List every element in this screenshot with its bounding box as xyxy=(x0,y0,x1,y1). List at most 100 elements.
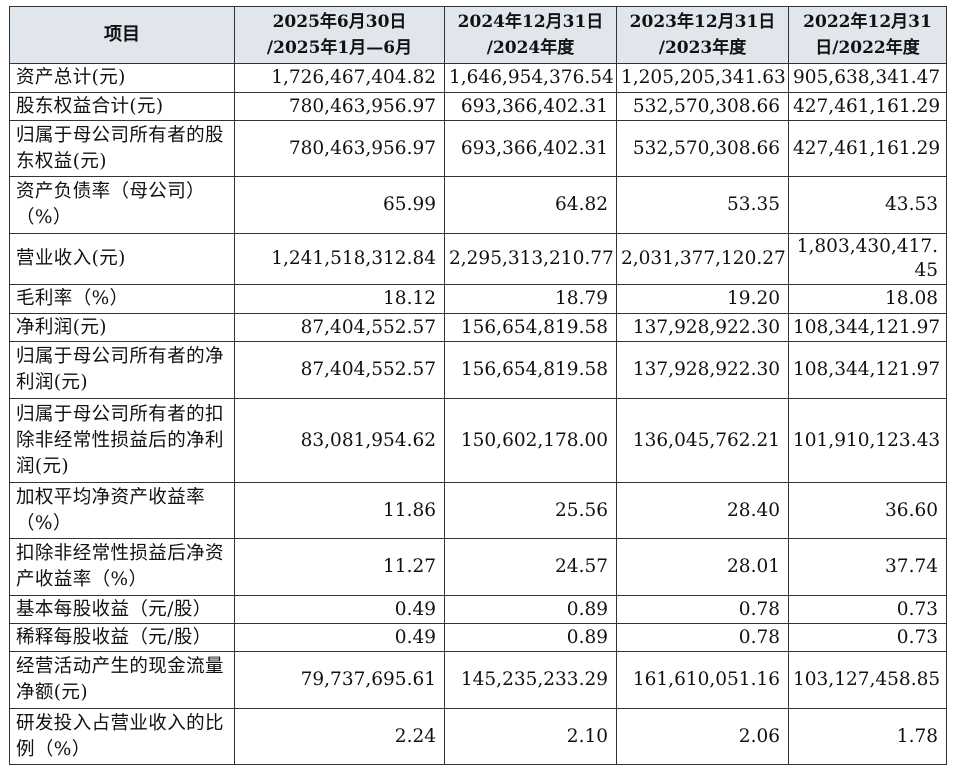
table-body: 资产总计(元) 1,726,467,404.82 1,646,954,376.5… xyxy=(9,63,947,765)
cell-value: 53.35 xyxy=(616,176,789,234)
cell-value: 0.49 xyxy=(234,623,445,652)
header-period-2025h1: 2025年6月30日 /2025年1月—6月 xyxy=(234,6,445,64)
cell-value: 43.53 xyxy=(788,176,947,234)
cell-value: 532,570,308.66 xyxy=(616,120,789,177)
row-label: 净利润(元) xyxy=(9,313,235,342)
header-period-2022: 2022年12月31 日/2022年度 xyxy=(788,6,947,64)
table-row: 归属于母公司所有者的净利润(元) 87,404,552.57 156,654,8… xyxy=(9,341,947,399)
row-label: 基本每股收益（元/股） xyxy=(9,595,235,624)
table-row: 营业收入(元) 1,241,518,312.84 2,295,313,210.7… xyxy=(9,233,947,285)
cell-value: 28.01 xyxy=(616,538,789,596)
row-label: 归属于母公司所有者的净利润(元) xyxy=(9,341,235,399)
row-label: 扣除非经常性损益后净资产收益率（%） xyxy=(9,538,235,596)
table-row: 扣除非经常性损益后净资产收益率（%） 11.27 24.57 28.01 37.… xyxy=(9,538,947,596)
header-line-1: 2022年12月31 xyxy=(803,12,932,32)
cell-value: 2,295,313,210.77 xyxy=(444,233,617,285)
table-row: 资产总计(元) 1,726,467,404.82 1,646,954,376.5… xyxy=(9,63,947,93)
cell-value: 2.10 xyxy=(444,708,617,765)
cell-value: 1,646,954,376.54 xyxy=(444,63,617,93)
cell-value: 1,726,467,404.82 xyxy=(234,63,445,93)
cell-value: 0.73 xyxy=(788,595,947,624)
cell-value: 905,638,341.47 xyxy=(788,63,947,93)
cell-value: 19.20 xyxy=(616,284,789,314)
table-row: 加权平均净资产收益率（%） 11.86 25.56 28.40 36.60 xyxy=(9,482,947,539)
table-row: 研发投入占营业收入的比例（%） 2.24 2.10 2.06 1.78 xyxy=(9,708,947,765)
cell-value: 108,344,121.97 xyxy=(788,313,947,342)
row-label: 毛利率（%） xyxy=(9,284,235,314)
cell-value: 780,463,956.97 xyxy=(234,92,445,121)
cell-value: 0.89 xyxy=(444,595,617,624)
cell-value: 25.56 xyxy=(444,482,617,539)
cell-value: 36.60 xyxy=(788,482,947,539)
table-row: 资产负债率（母公司）（%） 65.99 64.82 53.35 43.53 xyxy=(9,176,947,234)
cell-value: 427,461,161.29 xyxy=(788,92,947,121)
cell-value: 18.79 xyxy=(444,284,617,314)
cell-value: 37.74 xyxy=(788,538,947,596)
cell-value: 11.27 xyxy=(234,538,445,596)
header-line-2: /2024年度 xyxy=(486,38,575,58)
row-label: 稀释每股收益（元/股） xyxy=(9,623,235,652)
financial-data-table: 项目 2025年6月30日 /2025年1月—6月 2024年12月31日 /2… xyxy=(9,6,947,765)
row-label: 经营活动产生的现金流量净额(元) xyxy=(9,651,235,709)
table-row: 股东权益合计(元) 780,463,956.97 693,366,402.31 … xyxy=(9,92,947,121)
cell-value: 1,241,518,312.84 xyxy=(234,233,445,285)
cell-value: 693,366,402.31 xyxy=(444,120,617,177)
row-label: 加权平均净资产收益率（%） xyxy=(9,482,235,539)
cell-value: 18.08 xyxy=(788,284,947,314)
cell-value: 83,081,954.62 xyxy=(234,398,445,483)
cell-value: 24.57 xyxy=(444,538,617,596)
header-line-1: 2023年12月31日 xyxy=(629,12,776,32)
cell-value: 150,602,178.00 xyxy=(444,398,617,483)
cell-value: 11.86 xyxy=(234,482,445,539)
cell-value: 64.82 xyxy=(444,176,617,234)
cell-value: 0.49 xyxy=(234,595,445,624)
cell-value: 156,654,819.58 xyxy=(444,341,617,399)
table-row: 经营活动产生的现金流量净额(元) 79,737,695.61 145,235,2… xyxy=(9,651,947,709)
cell-value: 79,737,695.61 xyxy=(234,651,445,709)
cell-value: 108,344,121.97 xyxy=(788,341,947,399)
cell-value: 137,928,922.30 xyxy=(616,341,789,399)
cell-value: 1,803,430,417.45 xyxy=(788,233,947,285)
cell-value: 2.24 xyxy=(234,708,445,765)
row-label: 资产负债率（母公司）（%） xyxy=(9,176,235,234)
cell-value: 156,654,819.58 xyxy=(444,313,617,342)
cell-value: 693,366,402.31 xyxy=(444,92,617,121)
cell-value: 136,045,762.21 xyxy=(616,398,789,483)
header-line-1: 2025年6月30日 xyxy=(272,12,407,32)
cell-value: 137,928,922.30 xyxy=(616,313,789,342)
row-label: 研发投入占营业收入的比例（%） xyxy=(9,708,235,765)
cell-value: 18.12 xyxy=(234,284,445,314)
cell-value: 1.78 xyxy=(788,708,947,765)
row-label: 营业收入(元) xyxy=(9,233,235,285)
cell-value: 0.89 xyxy=(444,623,617,652)
table-row: 基本每股收益（元/股） 0.49 0.89 0.78 0.73 xyxy=(9,595,947,624)
cell-value: 427,461,161.29 xyxy=(788,120,947,177)
cell-value: 101,910,123.43 xyxy=(788,398,947,483)
table-row: 毛利率（%） 18.12 18.79 19.20 18.08 xyxy=(9,284,947,314)
table-row: 净利润(元) 87,404,552.57 156,654,819.58 137,… xyxy=(9,313,947,342)
cell-value: 65.99 xyxy=(234,176,445,234)
cell-value: 0.78 xyxy=(616,623,789,652)
table-row: 归属于母公司所有者的股东权益(元) 780,463,956.97 693,366… xyxy=(9,120,947,177)
cell-value: 2.06 xyxy=(616,708,789,765)
header-line-1: 2024年12月31日 xyxy=(457,12,604,32)
table-row: 归属于母公司所有者的扣除非经常性损益后的净利润(元) 83,081,954.62… xyxy=(9,398,947,483)
header-period-2023: 2023年12月31日 /2023年度 xyxy=(616,6,789,64)
cell-value: 161,610,051.16 xyxy=(616,651,789,709)
cell-value: 0.78 xyxy=(616,595,789,624)
row-label: 资产总计(元) xyxy=(9,63,235,93)
cell-value: 28.40 xyxy=(616,482,789,539)
table-header: 项目 2025年6月30日 /2025年1月—6月 2024年12月31日 /2… xyxy=(9,6,947,64)
header-row: 项目 2025年6月30日 /2025年1月—6月 2024年12月31日 /2… xyxy=(9,6,947,64)
row-label: 股东权益合计(元) xyxy=(9,92,235,121)
cell-value: 0.73 xyxy=(788,623,947,652)
header-period-2024: 2024年12月31日 /2024年度 xyxy=(444,6,617,64)
table-row: 稀释每股收益（元/股） 0.49 0.89 0.78 0.73 xyxy=(9,623,947,652)
cell-value: 103,127,458.85 xyxy=(788,651,947,709)
row-label: 归属于母公司所有者的股东权益(元) xyxy=(9,120,235,177)
cell-value: 1,205,205,341.63 xyxy=(616,63,789,93)
header-item-line-1: 项目 xyxy=(104,24,140,45)
cell-value: 2,031,377,120.27 xyxy=(616,233,789,285)
cell-value: 532,570,308.66 xyxy=(616,92,789,121)
cell-value: 87,404,552.57 xyxy=(234,341,445,399)
